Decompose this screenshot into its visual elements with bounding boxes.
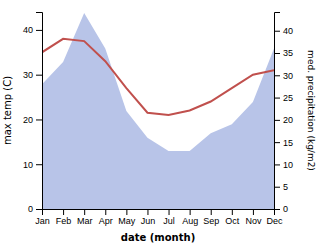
- tick: Mar: [77, 209, 93, 226]
- tick-label: 25: [283, 93, 293, 103]
- axis-line: [36, 13, 43, 210]
- tick: Jun: [141, 209, 156, 226]
- tick-mark: [105, 209, 106, 215]
- tick-mark: [169, 209, 170, 215]
- tick: Jan: [35, 209, 50, 226]
- tick: 25: [274, 93, 293, 103]
- tick: 0: [28, 204, 42, 214]
- tick-mark: [274, 31, 280, 32]
- tick-label: 15: [283, 138, 293, 148]
- tick-label: Mar: [77, 216, 93, 226]
- tick-mark: [274, 120, 280, 121]
- tick-label: 0: [28, 204, 33, 214]
- tick-label: 40: [283, 26, 293, 36]
- tick-mark: [36, 75, 42, 76]
- tick: Feb: [56, 209, 72, 226]
- tick: 40: [23, 25, 42, 35]
- tick-mark: [126, 209, 127, 215]
- tick-label: Jul: [163, 216, 175, 226]
- y2-axis: 0 5 10 15 20 25 30 35 40: [274, 13, 293, 215]
- tick: 20: [23, 115, 42, 125]
- tick-mark: [274, 75, 280, 76]
- tick-mark: [63, 209, 64, 215]
- area: [42, 13, 274, 209]
- tick: 5: [274, 182, 288, 192]
- tick: Oct: [225, 209, 240, 226]
- tick-mark: [274, 164, 280, 165]
- tick-label: 20: [283, 115, 293, 125]
- tick-label: 10: [23, 160, 33, 170]
- chart: JanFebMarAprMayJunJulAugSepOctNovDec0102…: [0, 0, 318, 247]
- tick-label: Aug: [182, 216, 198, 226]
- axis-line: [275, 13, 281, 210]
- marks: [42, 13, 274, 209]
- tick-label: Apr: [99, 216, 113, 226]
- tick: 40: [274, 26, 293, 36]
- tick-mark: [274, 98, 280, 99]
- tick-mark: [36, 119, 42, 120]
- tick-label: 5: [283, 182, 288, 192]
- tick-label: Feb: [56, 216, 72, 226]
- tick-label: 35: [283, 48, 293, 58]
- y-axis: 0 10 20 30 40: [23, 13, 43, 215]
- tick-label: Oct: [225, 216, 240, 226]
- tick: 35: [274, 48, 293, 58]
- tick-label: 20: [23, 115, 33, 125]
- tick-mark: [190, 209, 191, 215]
- tick-label: 0: [283, 204, 288, 214]
- tick-mark: [274, 53, 280, 54]
- tick-mark: [274, 209, 280, 210]
- tick: Apr: [99, 209, 113, 226]
- tick-mark: [274, 187, 280, 188]
- tick-label: Dec: [266, 216, 283, 226]
- plot: JanFebMarAprMayJunJulAugSepOctNovDec0102…: [23, 13, 293, 227]
- tick: 30: [274, 71, 293, 81]
- line: [42, 39, 274, 115]
- tick: 10: [23, 160, 42, 170]
- tick: May: [118, 209, 136, 226]
- tick-mark: [84, 209, 85, 215]
- tick-label: 10: [283, 160, 293, 170]
- tick-label: Nov: [245, 216, 262, 226]
- tick-mark: [36, 164, 42, 165]
- tick-mark: [36, 209, 42, 210]
- tick-label: 30: [283, 71, 293, 81]
- tick: Jul: [163, 209, 175, 226]
- tick: 30: [23, 70, 42, 80]
- tick-mark: [211, 209, 212, 215]
- y2-axis-title: med. precipitation (kg/m2): [306, 50, 316, 171]
- tick: Sep: [203, 209, 219, 226]
- tick-label: Sep: [203, 216, 219, 226]
- tick-label: Jan: [35, 216, 50, 226]
- tick: Aug: [182, 209, 198, 226]
- tick-label: May: [118, 216, 136, 226]
- tick: 15: [274, 138, 293, 148]
- x-axis: Jan Feb Mar Apr May Jun Jul Aug Sep Oct Nov Dec: [35, 209, 283, 226]
- y-axis-title: max temp (C): [2, 76, 13, 145]
- tick-mark: [147, 209, 148, 215]
- tick: Nov: [245, 209, 262, 226]
- tick: 20: [274, 115, 293, 125]
- tick: 10: [274, 160, 293, 170]
- tick-mark: [274, 142, 280, 143]
- tick-mark: [253, 209, 254, 215]
- tick: 0: [274, 204, 288, 214]
- tick-label: Jun: [141, 216, 156, 226]
- x-axis-title: date (month): [121, 232, 195, 243]
- axis-line: [43, 210, 275, 216]
- tick-mark: [232, 209, 233, 215]
- tick-label: 40: [23, 25, 33, 35]
- tick: Dec: [266, 209, 283, 226]
- tick-label: 30: [23, 70, 33, 80]
- tick-mark: [36, 30, 42, 31]
